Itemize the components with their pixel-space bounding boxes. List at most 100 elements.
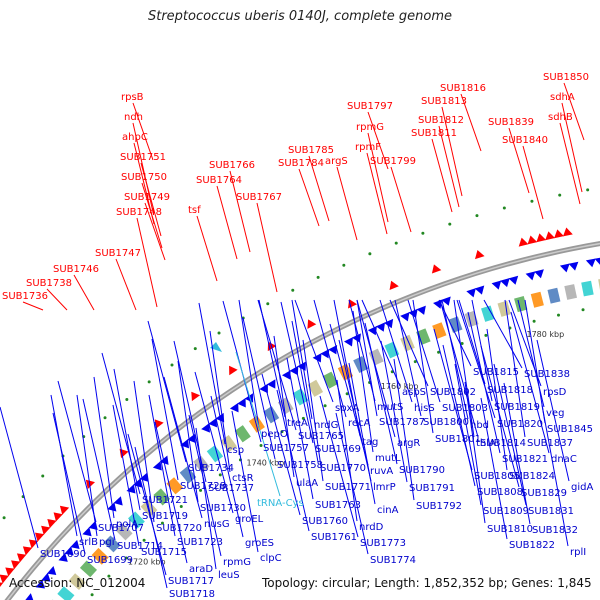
forward-label-line (216, 185, 238, 260)
scale-dot (556, 313, 560, 317)
gene-category-box (103, 535, 121, 553)
reverse-gene-arrow (525, 271, 536, 281)
reverse-label-line (210, 395, 244, 538)
reverse-gene-label: SUB1757 (263, 443, 309, 454)
scale-dot (179, 504, 183, 508)
scale-dot (421, 231, 425, 235)
scale-dot (316, 275, 320, 279)
reverse-gene-label: SUB1838 (524, 369, 570, 380)
scale-dot (460, 341, 464, 345)
reverse-gene-label: SUB1721 (142, 495, 188, 506)
reverse-gene-label: rpmG (223, 557, 251, 568)
reverse-label-line (442, 344, 476, 487)
reverse-gene-label: SUB1832 (532, 525, 578, 536)
reverse-label-line (198, 302, 226, 445)
forward-label-line (366, 152, 388, 235)
forward-gene-label: SUB1840 (502, 135, 548, 146)
gene-category-box (166, 477, 184, 495)
gene-category-box (127, 511, 145, 529)
scale-dot (394, 241, 398, 245)
reverse-gene-label: tag (362, 437, 378, 448)
scale-dot (413, 360, 417, 364)
forward-gene-label: SUB1785 (288, 145, 334, 156)
scale-dot (103, 416, 107, 420)
reverse-gene-label: dnaC (551, 454, 577, 465)
scale-dot (301, 416, 305, 420)
scale-dot (502, 206, 506, 210)
forward-gene-label: SUB1750 (121, 172, 167, 183)
gene-category-box (206, 445, 224, 463)
forward-gene-label: SUB1811 (411, 128, 457, 139)
reverse-label-line (151, 338, 179, 481)
forward-gene-arrow (191, 391, 201, 402)
reverse-gene-label: SUB1714 (117, 541, 163, 552)
forward-label-line (136, 217, 158, 308)
reverse-gene-arrow (416, 305, 426, 315)
forward-label-line (298, 168, 320, 227)
reverse-label-line (257, 299, 297, 431)
reverse-gene-label: SUB1718 (169, 589, 215, 600)
reverse-label-line (348, 362, 376, 505)
kbp-tick-label: 1780 kbp (526, 330, 564, 339)
reverse-gene-arrow (35, 579, 45, 589)
gene-category-box (481, 305, 495, 322)
reverse-gene-label: SUB1765 (298, 431, 344, 442)
reverse-gene-label: SUB1792 (416, 501, 462, 512)
reverse-gene-arrow (594, 257, 600, 266)
forward-label-line (132, 102, 154, 161)
reverse-gene-label: pgi (99, 537, 114, 548)
reverse-gene-label: SUB1720 (156, 523, 202, 534)
gene-category-box (179, 466, 197, 484)
gene-category-box (79, 560, 98, 578)
backbone-highlight (6, 242, 600, 600)
forward-gene-label: rpmF (355, 142, 381, 153)
forward-label-line (561, 102, 583, 193)
reverse-gene-label: SUB1717 (168, 576, 214, 587)
reverse-label-line (261, 373, 301, 516)
forward-gene-label: SUB1766 (209, 160, 255, 171)
reverse-gene-label: nrdD (359, 522, 384, 533)
reverse-label-line (242, 317, 276, 460)
gene-category-box (564, 284, 578, 300)
reverse-gene-label: SUB1801 (435, 434, 481, 445)
forward-label-line (22, 301, 44, 311)
reverse-gene-arrow (107, 502, 117, 512)
forward-gene-arrow (85, 479, 95, 490)
reverse-gene-label: SUB1845 (547, 424, 593, 435)
reverse-gene-label: SUB1831 (528, 506, 574, 517)
scale-dot (291, 288, 295, 292)
label-line-layer (0, 82, 585, 589)
reverse-label-line (134, 446, 168, 589)
reverse-label-line (336, 379, 358, 522)
reverse-label-line (101, 352, 141, 495)
forward-gene-arrow (0, 581, 4, 591)
gene-category-box (57, 586, 75, 600)
reverse-gene-label: SUB1770 (320, 463, 366, 474)
reverse-label-line (57, 380, 97, 523)
gene-category-box (263, 406, 280, 424)
reverse-gene-label: araD (189, 564, 213, 575)
scale-dot (41, 474, 45, 478)
gene-category-box (448, 316, 463, 333)
reverse-gene-label: SUB1791 (409, 483, 455, 494)
reverse-gene-label: SUB1810 (487, 524, 533, 535)
forward-label-line (438, 125, 460, 208)
reverse-label-line (291, 320, 319, 463)
reverse-gene-label: SUB1837 (527, 438, 573, 449)
reverse-label-line (503, 382, 531, 525)
forward-gene-label: SUB1764 (196, 175, 242, 186)
forward-gene-label: tsf (188, 205, 201, 216)
gene-category-box (220, 435, 237, 453)
reverse-label-line (0, 406, 39, 549)
forward-gene-arrow (431, 264, 442, 274)
reverse-label-line (541, 404, 569, 547)
forward-label-line (508, 127, 530, 194)
gene-category-box (248, 415, 265, 433)
forward-label-line (73, 274, 95, 311)
reverse-gene-arrow (266, 379, 276, 389)
reverse-gene-label: csp (227, 445, 244, 456)
reverse-gene-arrow (383, 318, 394, 329)
reverse-gene-arrow (229, 402, 239, 413)
genome-stats: Topology: circular; Length: 1,852,352 bp… (262, 576, 592, 590)
reverse-gene-label: gidA (571, 482, 593, 493)
